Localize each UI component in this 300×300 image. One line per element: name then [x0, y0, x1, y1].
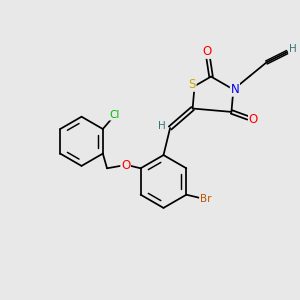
Text: O: O — [121, 159, 130, 172]
Text: H: H — [158, 121, 166, 130]
Text: O: O — [249, 113, 258, 126]
Text: S: S — [188, 78, 196, 91]
Text: H: H — [289, 44, 297, 54]
Text: N: N — [230, 83, 239, 96]
Text: Cl: Cl — [110, 110, 120, 120]
Text: O: O — [203, 45, 212, 58]
Text: Br: Br — [200, 194, 211, 204]
